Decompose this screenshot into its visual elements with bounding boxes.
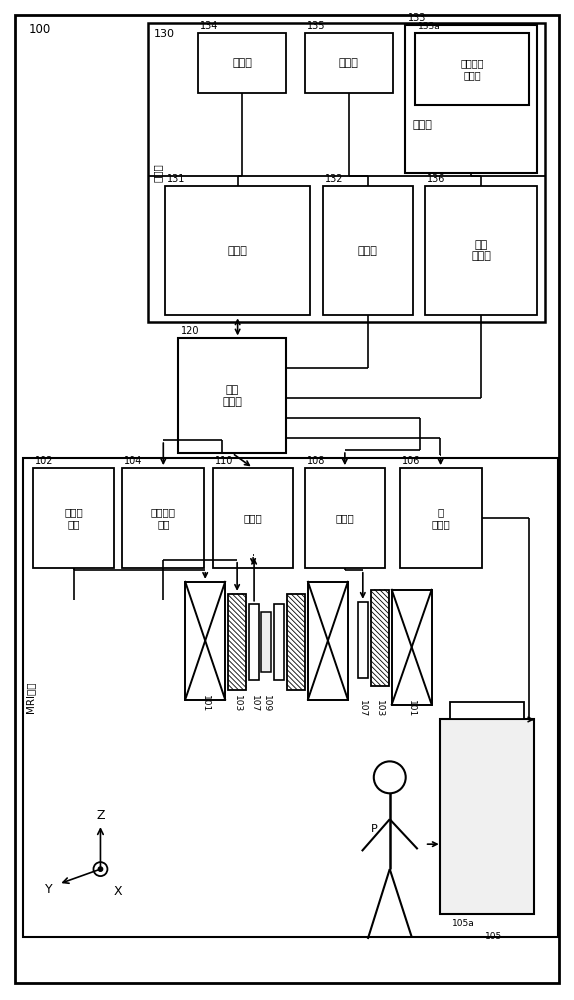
Text: 132: 132 xyxy=(325,174,343,184)
Text: 序列
控制部: 序列 控制部 xyxy=(222,385,242,407)
Text: 110: 110 xyxy=(215,456,234,466)
Text: 倾斜磁场
电源: 倾斜磁场 电源 xyxy=(151,507,176,529)
Bar xyxy=(308,582,348,700)
Text: 109: 109 xyxy=(262,695,270,712)
Text: 108: 108 xyxy=(307,456,325,466)
Text: 135: 135 xyxy=(307,21,325,31)
Text: 120: 120 xyxy=(181,326,200,336)
Bar xyxy=(449,702,525,719)
Bar xyxy=(400,468,482,568)
Text: 131: 131 xyxy=(167,174,185,184)
Text: 107: 107 xyxy=(250,695,258,712)
Bar xyxy=(440,719,534,914)
Text: 计算机: 计算机 xyxy=(152,163,162,182)
Text: 106: 106 xyxy=(402,456,420,466)
Bar xyxy=(405,25,537,173)
Bar xyxy=(22,458,559,937)
Text: 100: 100 xyxy=(29,23,51,36)
Text: 显示部: 显示部 xyxy=(339,58,359,68)
Text: 103: 103 xyxy=(232,695,242,712)
Text: 存儲部: 存儲部 xyxy=(358,246,378,256)
Text: 134: 134 xyxy=(200,21,219,31)
Bar xyxy=(305,33,393,93)
Bar xyxy=(414,33,529,105)
Text: Y: Y xyxy=(45,883,52,896)
Bar xyxy=(179,338,286,453)
Text: 发送部: 发送部 xyxy=(335,513,354,523)
Bar xyxy=(287,594,305,690)
Bar xyxy=(213,468,293,568)
Text: 136: 136 xyxy=(426,174,445,184)
Text: 130: 130 xyxy=(154,29,175,39)
Text: 105: 105 xyxy=(484,932,502,941)
Circle shape xyxy=(98,867,103,871)
Text: 接收部: 接收部 xyxy=(244,513,262,523)
Bar xyxy=(371,590,389,686)
Text: 105a: 105a xyxy=(452,919,474,928)
Text: 摄像条件
设定部: 摄像条件 设定部 xyxy=(460,58,484,80)
Bar xyxy=(391,590,432,705)
Text: 133: 133 xyxy=(408,13,426,23)
Text: 静磁场
电源: 静磁场 电源 xyxy=(64,507,83,529)
Text: 104: 104 xyxy=(125,456,143,466)
Bar xyxy=(425,186,537,315)
Bar xyxy=(198,33,286,93)
Text: 107: 107 xyxy=(358,700,367,717)
Text: 输入部: 输入部 xyxy=(232,58,252,68)
Text: 控制部: 控制部 xyxy=(413,120,433,130)
Bar xyxy=(249,604,259,680)
Text: MRI装置: MRI装置 xyxy=(26,682,36,713)
Text: 床
控制部: 床 控制部 xyxy=(431,507,450,529)
Text: 101: 101 xyxy=(407,700,416,717)
Bar xyxy=(274,604,284,680)
Bar xyxy=(261,612,271,672)
Bar xyxy=(185,582,225,700)
Text: 101: 101 xyxy=(201,695,210,712)
Bar xyxy=(148,23,545,322)
Text: 102: 102 xyxy=(34,456,53,466)
Bar xyxy=(122,468,204,568)
Text: 103: 103 xyxy=(375,700,384,717)
Text: 接口部: 接口部 xyxy=(228,246,247,256)
Bar xyxy=(305,468,385,568)
Bar xyxy=(358,602,368,678)
Text: P: P xyxy=(371,824,378,834)
Text: 133a: 133a xyxy=(418,22,440,31)
Bar xyxy=(33,468,114,568)
Text: 图像
生成部: 图像 生成部 xyxy=(471,240,491,261)
Bar xyxy=(323,186,413,315)
Text: Z: Z xyxy=(96,809,104,822)
Bar xyxy=(228,594,246,690)
Bar xyxy=(165,186,310,315)
Text: X: X xyxy=(114,885,123,898)
